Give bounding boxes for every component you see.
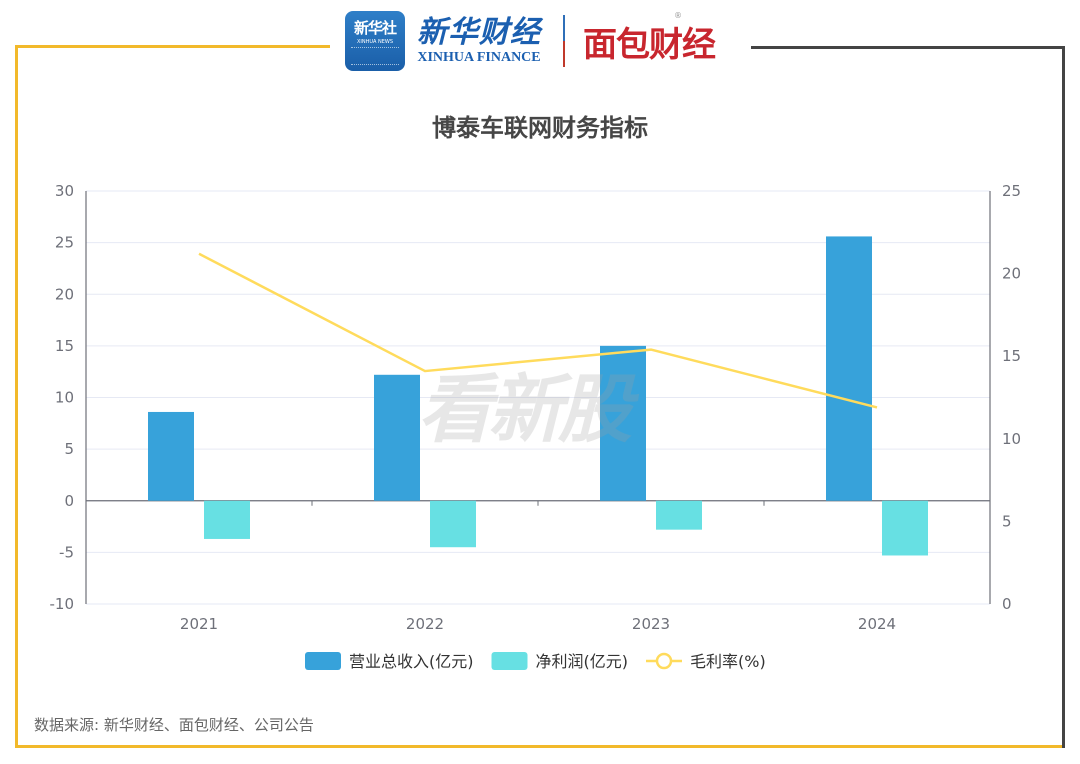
y-axis-left-tick: 30 — [55, 182, 74, 200]
xinhua-news-logo: 新华社 XINHUA NEWS — [345, 11, 405, 71]
x-axis-label: 2021 — [180, 615, 218, 633]
xinhua-badge-en: XINHUA NEWS — [356, 39, 394, 45]
frame-border-top-left — [15, 45, 330, 48]
revenue-bar — [826, 236, 872, 501]
xinhua-finance-cn: 新华财经 — [417, 15, 541, 50]
logo-divider — [563, 15, 565, 67]
frame-border-top-right — [751, 46, 1065, 49]
xinhua-badge-cn: 新华社 — [353, 19, 397, 37]
frame-border-right — [1062, 46, 1065, 748]
legend-circle-marker-icon — [655, 652, 673, 670]
y-axis-right-tick: 25 — [1002, 182, 1021, 200]
header-logos: 新华社 XINHUA NEWS 新华财经 XINHUA FINANCE 面包财经… — [345, 8, 716, 74]
y-axis-left-tick: 10 — [55, 389, 74, 407]
legend-net-profit-swatch-icon — [491, 652, 528, 670]
y-axis-left-tick: -5 — [59, 543, 74, 561]
xinhua-finance-en: XINHUA FINANCE — [417, 50, 541, 65]
y-axis-left-tick: 0 — [64, 492, 74, 510]
registered-mark: ® — [674, 10, 682, 20]
y-axis-right-tick: 0 — [1002, 595, 1012, 613]
y-axis-right-tick: 15 — [1002, 347, 1021, 365]
legend-label: 毛利率(%) — [690, 652, 766, 671]
x-axis-label: 2023 — [632, 615, 670, 633]
legend-label: 净利润(亿元) — [536, 652, 629, 671]
network-dots-icon — [351, 47, 399, 65]
xinhua-finance-logo: 新华财经 XINHUA FINANCE — [417, 16, 541, 66]
y-axis-left-tick: 25 — [55, 234, 74, 252]
y-axis-left-tick: 20 — [55, 285, 74, 303]
y-axis-right-tick: 10 — [1002, 430, 1021, 448]
legend-label: 营业总收入(亿元) — [349, 652, 474, 671]
net-profit-bar — [882, 500, 928, 556]
mianbao-finance-text: 面包财经 — [583, 24, 716, 65]
legend-revenue-swatch-icon — [305, 652, 341, 670]
frame-border-bottom — [15, 745, 1065, 748]
y-axis-left-tick: 15 — [55, 337, 74, 355]
chart-title: 博泰车联网财务指标 — [432, 114, 648, 142]
net-profit-bar — [430, 500, 476, 548]
net-profit-bar — [204, 500, 250, 539]
revenue-bar — [148, 411, 194, 501]
y-axis-left-tick: -10 — [50, 595, 75, 613]
y-axis-right-tick: 5 — [1002, 512, 1012, 530]
revenue-bar — [374, 374, 420, 501]
mianbao-finance-logo: 面包财经 ® — [583, 11, 716, 66]
x-axis-label: 2024 — [858, 615, 896, 633]
frame-border-left — [15, 45, 18, 748]
y-axis-left-tick: 5 — [64, 440, 74, 458]
net-profit-bar — [656, 500, 702, 530]
watermark: 看新股 — [418, 367, 632, 453]
y-axis-right-tick: 20 — [1002, 265, 1021, 283]
revenue-bar — [600, 345, 646, 501]
data-source-note: 数据来源: 新华财经、面包财经、公司公告 — [34, 716, 314, 734]
gross-margin-line — [198, 252, 878, 409]
x-axis-label: 2022 — [406, 615, 444, 633]
